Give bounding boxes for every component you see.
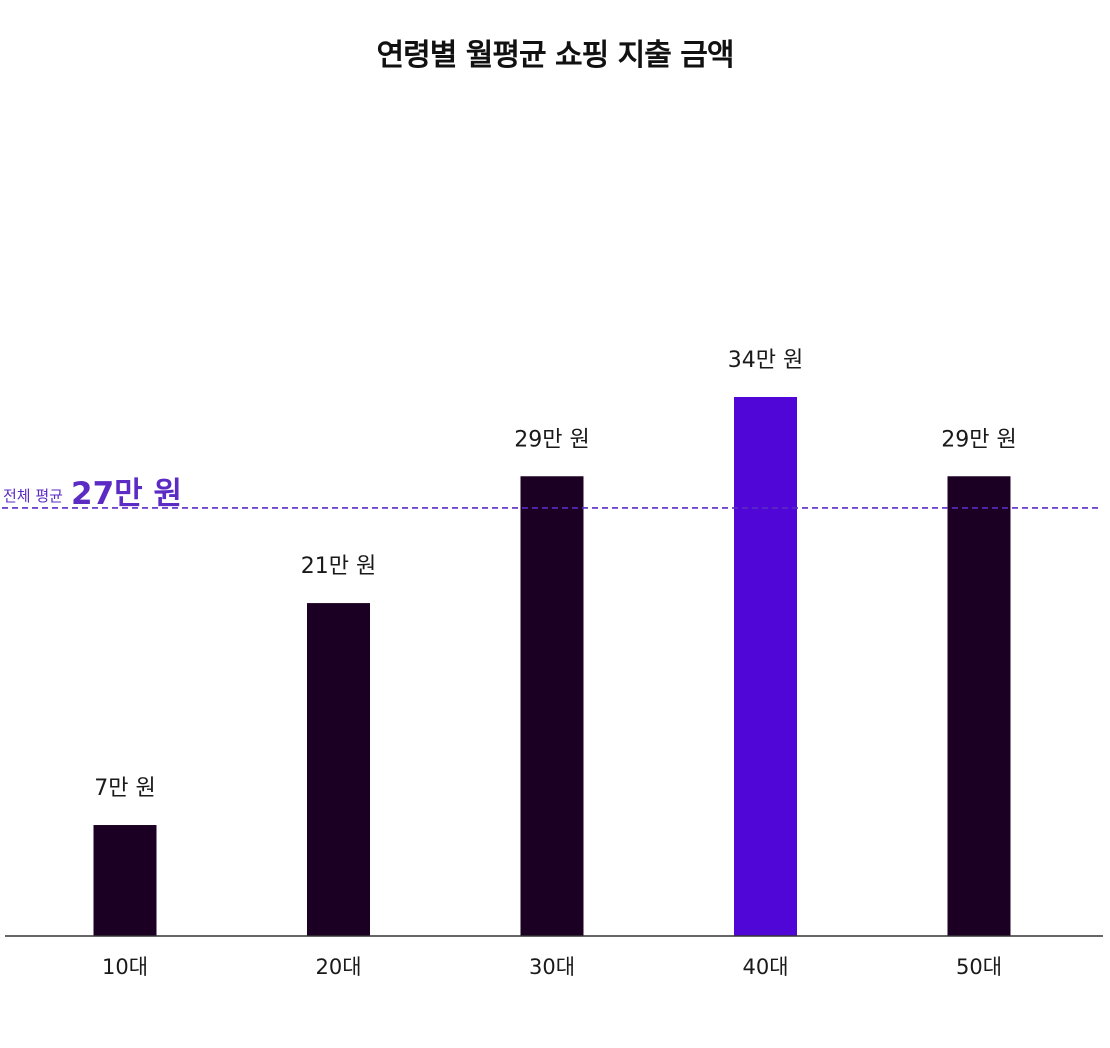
- chart-title: 연령별 월평균 쇼핑 지출 금액: [376, 38, 735, 73]
- bar-10대: [93, 825, 157, 936]
- bars-layer: [93, 397, 1011, 936]
- bar-30대: [520, 476, 584, 936]
- value-label-30대: 29만 원: [514, 427, 589, 452]
- x-tick-10대: 10대: [102, 955, 148, 979]
- x-tick-50대: 50대: [956, 955, 1002, 979]
- value-label-10대: 7만 원: [94, 776, 155, 801]
- x-tick-30대: 30대: [529, 955, 575, 979]
- average-value-label: 27만 원: [71, 476, 182, 512]
- average-reference: 전체 평균 27만 원: [2, 476, 1102, 512]
- value-label-20대: 21만 원: [301, 554, 376, 579]
- bar-20대: [307, 603, 370, 936]
- bar-40대: [734, 397, 797, 936]
- value-label-40대: 34만 원: [728, 348, 803, 373]
- average-prefix-label: 전체 평균: [3, 487, 63, 505]
- x-tick-40대: 40대: [742, 955, 788, 979]
- value-labels-layer: 7만 원 21만 원 29만 원 34만 원 29만 원: [94, 348, 1016, 801]
- value-label-50대: 29만 원: [941, 427, 1016, 452]
- bar-50대: [947, 476, 1011, 936]
- x-tick-labels: 10대 20대 30대 40대 50대: [102, 955, 1002, 979]
- x-tick-20대: 20대: [315, 955, 361, 979]
